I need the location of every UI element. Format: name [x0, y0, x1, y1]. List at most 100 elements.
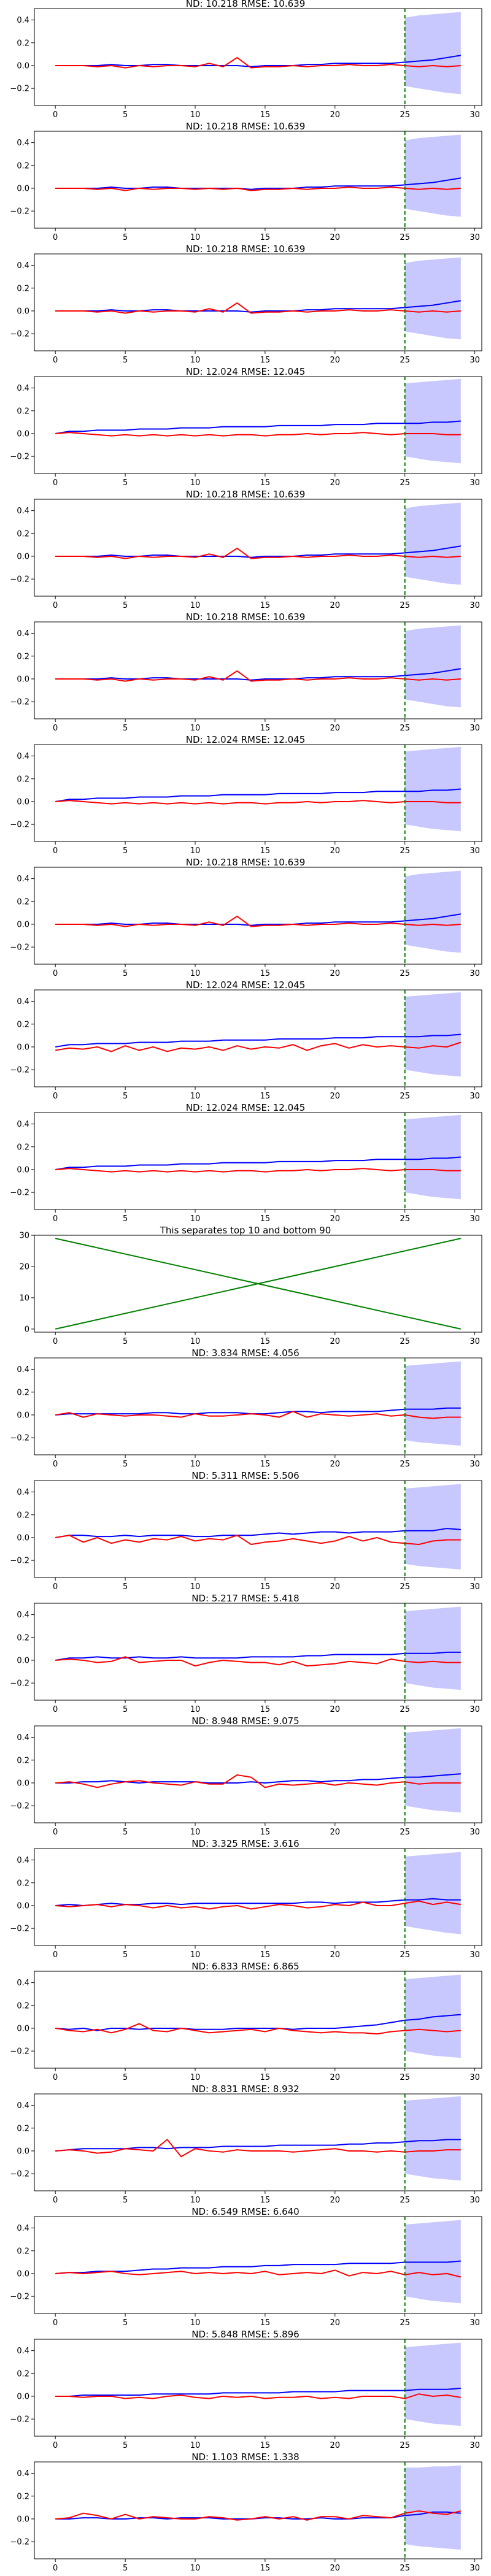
x-tick-label: 5	[123, 1092, 128, 1101]
y-tick-label: −0.2	[10, 575, 29, 585]
chart-panel-7: ND: 12.024 RMSE: 12.045 0 5 10 15 20 25 30 0.4 0.…	[0, 736, 491, 859]
x-tick-label: 5	[123, 1214, 128, 1224]
y-tick-label: 0.0	[17, 1901, 29, 1911]
x-tick-label: 30	[470, 2564, 480, 2573]
x-tick-label: 15	[260, 356, 271, 365]
y-tick-label: 0.0	[17, 61, 29, 71]
prediction-interval-band	[404, 1728, 461, 1813]
x-tick-label: 30	[470, 969, 480, 978]
y-tick-label: 0.2	[17, 529, 29, 539]
x-tick-label: 0	[53, 1214, 58, 1224]
chart-svg: ND: 12.024 RMSE: 12.045 0 5 10 15 20 25 30 0.4 0.…	[10, 736, 482, 856]
chart-title: ND: 6.833 RMSE: 6.865	[191, 1963, 299, 1972]
chart-title: ND: 12.024 RMSE: 12.045	[186, 1104, 306, 1113]
x-tick-label: 25	[400, 1705, 410, 1714]
series-line-red	[55, 915, 461, 927]
prediction-interval-band	[404, 2465, 461, 2550]
y-tick-label: 0.0	[17, 797, 29, 807]
y-tick-label: 0.4	[17, 1733, 29, 1742]
x-tick-label: 30	[470, 1950, 480, 1960]
chart-title: ND: 8.831 RMSE: 8.932	[191, 2085, 299, 2095]
chart-svg: ND: 12.024 RMSE: 12.045 0 5 10 15 20 25 30 0.4 0.…	[10, 981, 482, 1101]
chart-panel-9: ND: 12.024 RMSE: 12.045 0 5 10 15 20 25 30 0.4 0.…	[0, 981, 491, 1104]
y-tick-label: 0.2	[17, 1388, 29, 1397]
chart-svg: ND: 3.834 RMSE: 4.056 0 5 10 15 20 25 30 0.4 0.2 0…	[10, 1349, 482, 1469]
x-tick-label: 25	[400, 1950, 410, 1960]
prediction-interval-band	[404, 746, 461, 832]
x-tick-label: 0	[53, 1705, 58, 1714]
chart-title: ND: 3.325 RMSE: 3.616	[191, 1840, 299, 1849]
chart-svg: ND: 8.831 RMSE: 8.932 0 5 10 15 20 25 30 0.4 0.2 0…	[10, 2085, 482, 2205]
series-line-red	[55, 1535, 461, 1546]
y-tick-label: 0.2	[17, 2247, 29, 2256]
x-tick-label: 0	[53, 846, 58, 856]
chart-svg: ND: 8.948 RMSE: 9.075 0 5 10 15 20 25 30 0.4 0.2 0…	[10, 1717, 482, 1837]
chart-svg: ND: 6.549 RMSE: 6.640 0 5 10 15 20 25 30 0.4 0.2 0…	[10, 2208, 482, 2328]
x-tick-label: 15	[260, 1828, 271, 1837]
x-tick-label: 20	[330, 1828, 341, 1837]
series-line-red	[55, 2393, 461, 2399]
chart-panel-6: ND: 10.218 RMSE: 10.639 0 5 10 15 20 25 30 0.4 0.…	[0, 613, 491, 736]
chart-panel-13: ND: 5.311 RMSE: 5.506 0 5 10 15 20 25 30 0.4 0.2 0…	[0, 1472, 491, 1595]
chart-title: ND: 10.218 RMSE: 10.639	[186, 859, 306, 868]
y-tick-label: −0.2	[10, 2538, 29, 2547]
y-tick-label: 0.4	[17, 629, 29, 638]
x-tick-label: 30	[470, 356, 480, 365]
x-tick-label: 10	[190, 1214, 201, 1224]
chart-title: ND: 5.311 RMSE: 5.506	[191, 1472, 299, 1481]
x-tick-label: 0	[53, 1337, 58, 1346]
x-tick-label: 0	[53, 2073, 58, 2082]
y-tick-label: 0.2	[17, 39, 29, 48]
x-tick-label: 15	[260, 478, 271, 488]
y-tick-label: 0.2	[17, 775, 29, 784]
x-tick-label: 15	[260, 2196, 271, 2205]
x-tick-label: 5	[123, 1950, 128, 1960]
x-tick-label: 25	[400, 1460, 410, 1469]
x-tick-label: 30	[470, 2441, 480, 2450]
y-tick-label: 0	[25, 1325, 29, 1334]
x-tick-label: 15	[260, 233, 271, 242]
series-line-blue	[55, 55, 461, 67]
axes-frame	[34, 1357, 482, 1455]
y-tick-label: 0.0	[17, 2024, 29, 2033]
prediction-interval-band	[404, 2096, 461, 2181]
series-line-red	[55, 2138, 461, 2158]
x-tick-label: 20	[330, 601, 341, 610]
chart-panel-10: ND: 12.024 RMSE: 12.045 0 5 10 15 20 25 30 0.4 0.…	[0, 1104, 491, 1227]
x-tick-label: 20	[330, 2318, 341, 2328]
axes-frame	[34, 989, 482, 1087]
chart-panel-5: ND: 10.218 RMSE: 10.639 0 5 10 15 20 25 30 0.4 0.…	[0, 491, 491, 613]
x-tick-label: 0	[53, 724, 58, 733]
x-tick-label: 5	[123, 2073, 128, 2082]
y-tick-label: 0.0	[17, 675, 29, 684]
x-tick-label: 20	[330, 2073, 341, 2082]
chart-svg: This separates top 10 and bottom 90 0 5 10 1…	[19, 1227, 482, 1346]
series-line-blue	[55, 1773, 461, 1784]
x-tick-label: 25	[400, 1214, 410, 1224]
chart-title: This separates top 10 and bottom 90	[160, 1227, 331, 1236]
y-tick-label: 0.2	[17, 161, 29, 171]
series-line-red	[55, 1041, 462, 1052]
series-line-red	[55, 302, 461, 314]
series-line-blue	[55, 177, 461, 190]
chart-title: ND: 10.218 RMSE: 10.639	[186, 123, 306, 132]
chart-panel-3: ND: 10.218 RMSE: 10.639 0 5 10 15 20 25 30 0.4 0.…	[0, 245, 491, 368]
x-tick-label: 25	[400, 724, 410, 733]
x-tick-label: 15	[260, 1705, 271, 1714]
x-tick-label: 25	[400, 1337, 410, 1346]
x-tick-label: 5	[123, 969, 128, 978]
series-line-blue	[55, 1033, 461, 1048]
x-tick-label: 10	[190, 2073, 201, 2082]
prediction-interval-band	[404, 134, 461, 217]
x-tick-label: 15	[260, 1214, 271, 1224]
series-line-blue	[55, 420, 461, 434]
x-tick-label: 10	[190, 2196, 201, 2205]
chart-svg: ND: 12.024 RMSE: 12.045 0 5 10 15 20 25 30 0.4 0.…	[10, 1104, 482, 1224]
x-tick-label: 25	[400, 356, 410, 365]
x-tick-label: 20	[330, 1337, 341, 1346]
y-tick-label: 0.4	[17, 261, 29, 270]
y-tick-label: 0.4	[17, 139, 29, 148]
y-tick-label: −0.2	[10, 2170, 29, 2179]
axes-frame	[34, 8, 482, 106]
